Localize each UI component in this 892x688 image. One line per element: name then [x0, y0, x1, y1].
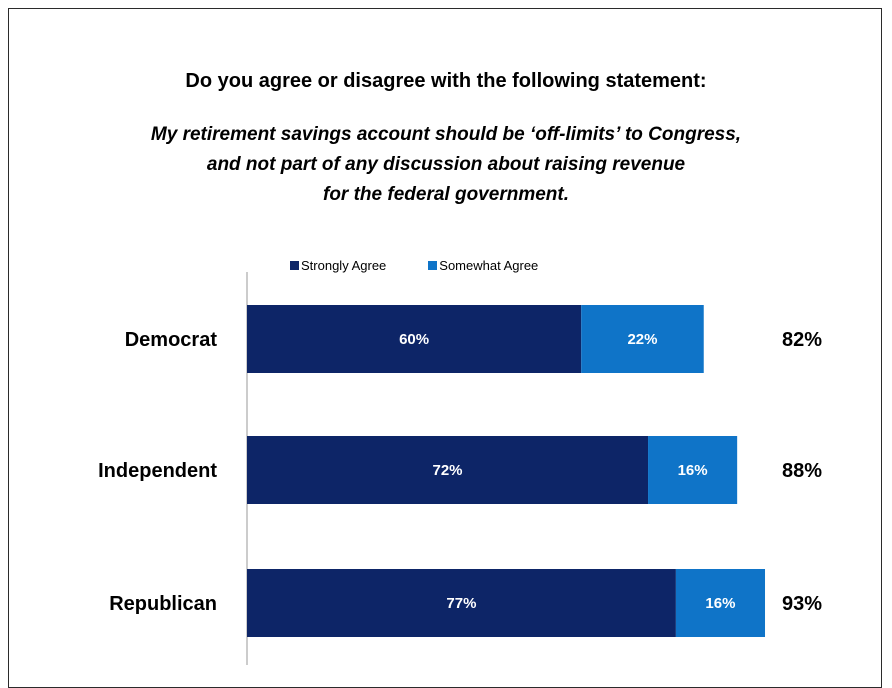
legend-item-somewhat-agree: Somewhat Agree	[428, 258, 538, 273]
data-label-republican-strongly-agree: 77%	[446, 595, 476, 612]
bar-independent-somewhat-agree	[648, 436, 738, 504]
subtitle-line-3: for the federal government.	[323, 184, 569, 205]
category-label-democrat: Democrat	[125, 329, 218, 351]
subtitle-line-2: and not part of any discussion about rai…	[206, 154, 686, 175]
bar-independent-strongly-agree	[247, 436, 649, 504]
legend-label-somewhat-agree: Somewhat Agree	[439, 258, 539, 273]
bar-republican-somewhat-agree	[675, 569, 766, 637]
bar-democrat-strongly-agree	[247, 305, 582, 373]
total-label-democrat: 82%	[782, 329, 822, 351]
subtitle-line-1: My retirement savings account should be …	[150, 124, 742, 145]
legend-swatch-strongly-agree	[290, 261, 299, 270]
data-label-republican-somewhat-agree: 16%	[705, 595, 735, 612]
data-label-independent-strongly-agree: 72%	[433, 462, 463, 479]
legend-label-strongly-agree: Strongly Agree	[301, 258, 387, 273]
total-label-republican: 93%	[782, 593, 822, 615]
total-label-independent: 88%	[782, 460, 822, 482]
data-label-independent-somewhat-agree: 16%	[678, 462, 708, 479]
legend-item-strongly-agree: Strongly Agree	[290, 258, 386, 273]
data-label-democrat-strongly-agree: 60%	[399, 331, 429, 348]
data-label-democrat-somewhat-agree: 22%	[627, 331, 657, 348]
legend-swatch-somewhat-agree	[428, 261, 438, 270]
category-label-independent: Independent	[98, 460, 217, 482]
bar-democrat-somewhat-agree	[581, 305, 704, 373]
bar-republican-strongly-agree	[247, 569, 676, 637]
category-label-republican: Republican	[109, 593, 217, 615]
chart-legend: Strongly Agree Somewhat Agree	[290, 258, 580, 273]
chart-subtitle: My retirement savings account should be …	[0, 120, 892, 210]
chart-title: Do you agree or disagree with the follow…	[185, 70, 707, 92]
